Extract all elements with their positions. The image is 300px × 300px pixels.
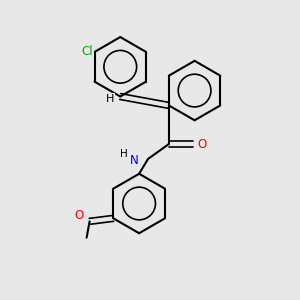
Text: Cl: Cl — [81, 45, 93, 58]
Text: O: O — [197, 138, 206, 151]
Text: O: O — [75, 209, 84, 222]
Text: N: N — [130, 154, 139, 167]
Text: H: H — [106, 94, 114, 104]
Text: H: H — [120, 149, 128, 160]
